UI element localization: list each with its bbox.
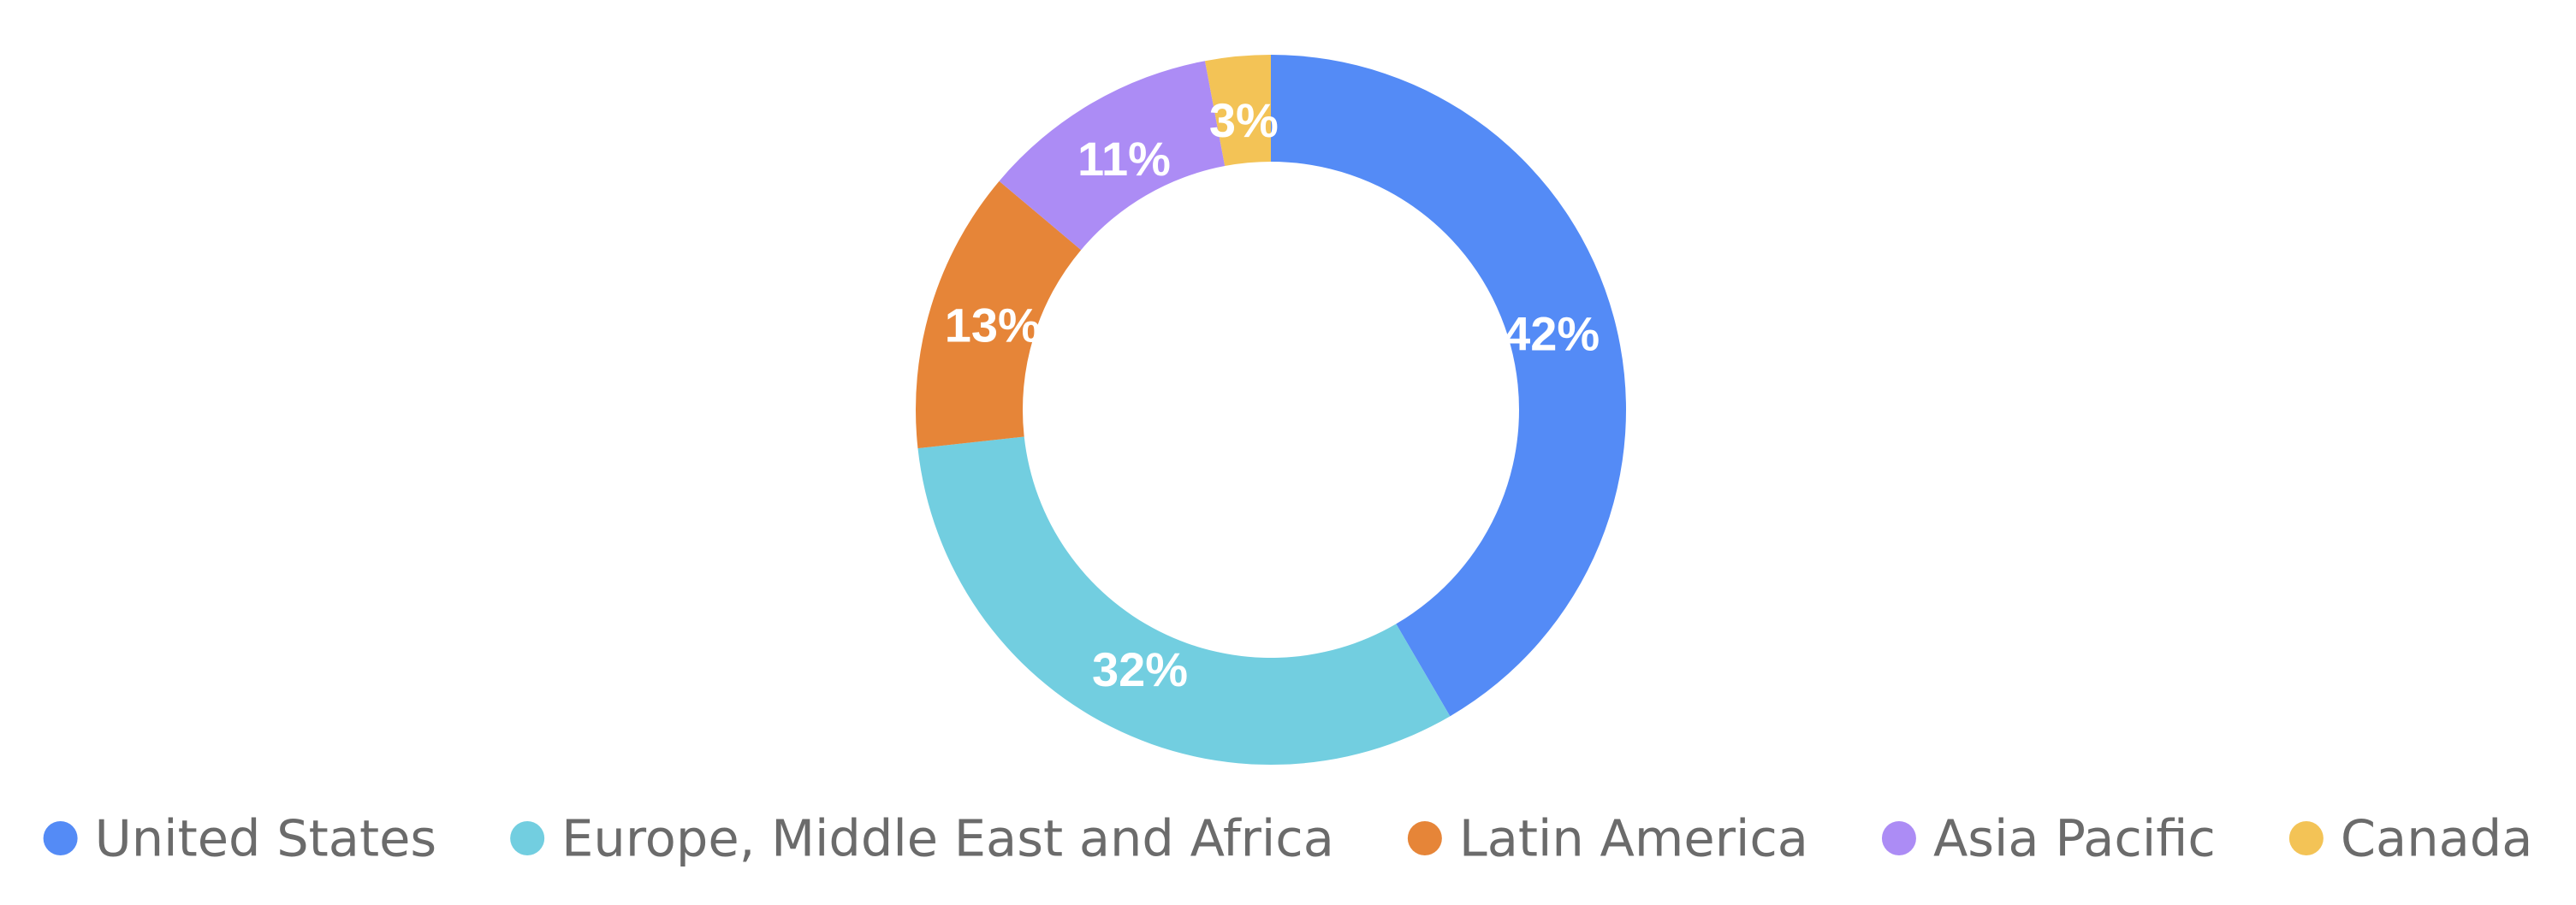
- slice-latin-america[interactable]: [916, 180, 1082, 449]
- legend-swatch: [43, 821, 78, 855]
- slice-labels: 42% 32% 13% 11% 3%: [945, 93, 1600, 696]
- legend: United States Europe, Middle East and Afr…: [43, 809, 2533, 868]
- legend-item[interactable]: United States: [43, 809, 437, 868]
- slice-europe-middle-east-and-africa[interactable]: [917, 436, 1451, 765]
- legend-label: Europe, Middle East and Africa: [561, 809, 1334, 868]
- legend-item[interactable]: Latin America: [1407, 809, 1808, 868]
- legend-label: United States: [95, 809, 437, 868]
- slice-united-states[interactable]: [1271, 55, 1627, 717]
- donut-slices: [916, 55, 1627, 765]
- legend-swatch: [510, 821, 545, 855]
- legend-label: Latin America: [1459, 809, 1808, 868]
- legend-swatch: [1881, 821, 1916, 855]
- slice-label: 32%: [1092, 642, 1188, 696]
- legend-item[interactable]: Canada: [2288, 809, 2533, 868]
- slice-asia-pacific[interactable]: [999, 61, 1226, 251]
- legend-swatch: [1407, 821, 1442, 855]
- slice-canada[interactable]: [1204, 55, 1271, 167]
- legend-item[interactable]: Asia Pacific: [1881, 809, 2216, 868]
- legend-label: Asia Pacific: [1933, 809, 2216, 868]
- slice-label: 13%: [945, 298, 1041, 352]
- legend-item[interactable]: Europe, Middle East and Africa: [510, 809, 1334, 868]
- slice-label: 3%: [1209, 93, 1279, 147]
- legend-label: Canada: [2341, 809, 2533, 868]
- slice-label: 42%: [1504, 307, 1600, 361]
- slice-label: 11%: [1077, 132, 1171, 186]
- legend-swatch: [2288, 821, 2324, 855]
